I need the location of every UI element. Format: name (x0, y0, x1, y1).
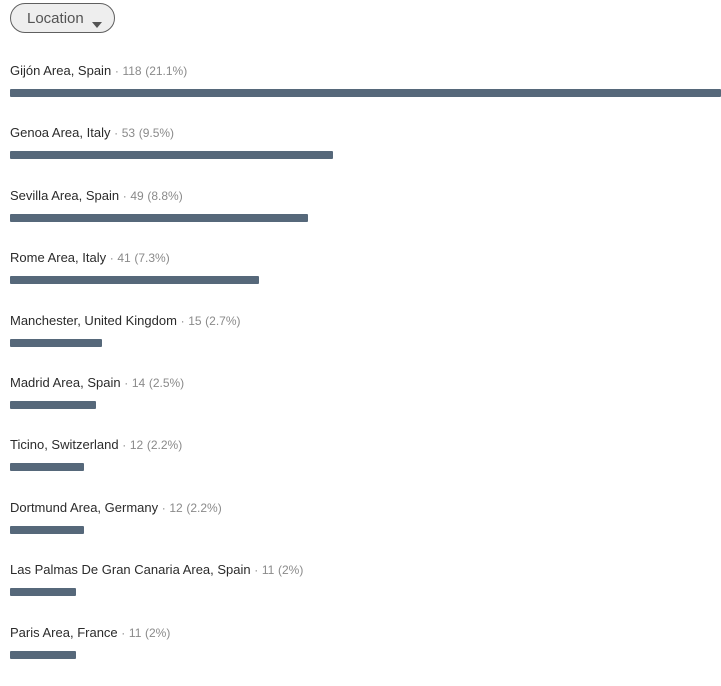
location-count: 49 (130, 188, 144, 203)
location-bar (10, 400, 97, 409)
location-name: Manchester, United Kingdom (10, 312, 177, 328)
location-count: 12 (129, 438, 144, 453)
location-row: Dortmund Area, Germany · 12 (2.2%) (10, 499, 721, 561)
location-count: 11 (128, 625, 142, 640)
location-row: Paris Area, France · 11 (2%) (10, 624, 721, 686)
location-bar (10, 213, 308, 222)
separator: · (180, 313, 185, 328)
location-breakdown-list: Gijón Area, Spain · 118 (21.1%) Genoa Ar… (10, 62, 721, 686)
location-count: 53 (121, 126, 136, 141)
location-percent: (2.7%) (205, 313, 241, 328)
separator: · (109, 251, 114, 266)
location-bar (10, 151, 333, 160)
caret-down-icon (91, 15, 102, 28)
location-bar (10, 89, 721, 97)
location-bar (10, 588, 77, 597)
location-percent: (9.5%) (138, 126, 175, 141)
location-percent: (21.1%) (145, 64, 188, 78)
location-count: 12 (169, 500, 183, 515)
location-name: Madrid Area, Spain (10, 374, 121, 390)
location-row: Gijón Area, Spain · 118 (21.1%) (10, 62, 721, 124)
location-count: 41 (117, 251, 131, 266)
location-filter-label: Location (27, 9, 84, 27)
separator: · (121, 625, 126, 640)
location-count: 14 (131, 375, 146, 390)
location-percent: (2.2%) (146, 438, 183, 453)
location-name: Gijón Area, Spain (10, 63, 112, 78)
separator: · (161, 500, 166, 515)
location-row: Manchester, United Kingdom · 15 (2.7%) (10, 312, 721, 374)
location-percent: (2%) (145, 625, 171, 640)
separator: · (124, 375, 129, 390)
separator: · (114, 126, 119, 141)
separator: · (122, 188, 127, 203)
location-name: Sevilla Area, Spain (10, 187, 120, 203)
location-percent: (7.3%) (134, 251, 170, 266)
location-percent: (2%) (277, 563, 304, 578)
location-count: 11 (261, 563, 275, 578)
location-row: Las Palmas De Gran Canaria Area, Spain ·… (10, 561, 721, 623)
location-row: Genoa Area, Italy · 53 (9.5%) (10, 124, 721, 186)
location-bar (10, 338, 103, 347)
location-bar (10, 525, 84, 534)
location-row: Sevilla Area, Spain · 49 (8.8%) (10, 187, 721, 249)
separator: · (254, 563, 259, 578)
location-name: Paris Area, France (10, 624, 118, 640)
location-bar (10, 463, 84, 472)
location-percent: (2.5%) (148, 375, 185, 390)
location-name: Dortmund Area, Germany (10, 499, 159, 515)
location-count: 15 (188, 313, 202, 328)
location-name: Rome Area, Italy (10, 250, 107, 266)
location-count: 118 (122, 64, 142, 78)
location-name: Genoa Area, Italy (10, 125, 111, 141)
location-bar (10, 650, 77, 659)
location-percent: (8.8%) (147, 188, 183, 203)
separator: · (122, 438, 127, 453)
location-row: Madrid Area, Spain · 14 (2.5%) (10, 374, 721, 436)
location-row: Ticino, Switzerland · 12 (2.2%) (10, 436, 721, 498)
location-bar (10, 276, 259, 285)
location-row: Rome Area, Italy · 41 (7.3%) (10, 249, 721, 311)
location-filter-button[interactable]: Location (10, 3, 115, 33)
separator: · (114, 64, 119, 78)
location-percent: (2.2%) (186, 500, 222, 515)
location-name: Las Palmas De Gran Canaria Area, Spain (10, 562, 251, 578)
location-name: Ticino, Switzerland (10, 437, 119, 453)
